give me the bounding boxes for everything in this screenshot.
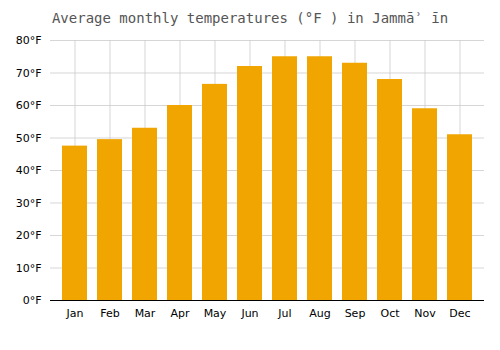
svg-text:70°F: 70°F — [16, 67, 42, 80]
svg-text:30°F: 30°F — [16, 197, 42, 210]
svg-text:50°F: 50°F — [16, 132, 42, 145]
svg-text:Sep: Sep — [345, 307, 366, 320]
svg-text:80°F: 80°F — [16, 34, 42, 47]
svg-text:Mar: Mar — [135, 307, 156, 320]
html-text:Average monthly temperatures (: Average monthly temperatures (°F ) in Ja… — [51, 10, 449, 26]
svg-text:Jul: Jul — [277, 307, 291, 320]
svg-text:Aug: Aug — [309, 307, 330, 320]
svg-text:60°F: 60°F — [16, 99, 42, 112]
svg-text:20°F: 20°F — [16, 229, 42, 242]
svg-text:Dec: Dec — [449, 307, 470, 320]
svg-text:10°F: 10°F — [16, 262, 42, 275]
svg-text:Jan: Jan — [66, 307, 84, 320]
svg-text:May: May — [204, 307, 227, 320]
svg-text:Oct: Oct — [380, 307, 400, 320]
svg-text:Feb: Feb — [100, 307, 119, 320]
svg-text:Apr: Apr — [170, 307, 190, 320]
svg-text:0°F: 0°F — [23, 294, 42, 307]
svg-text:Jun: Jun — [240, 307, 258, 320]
svg-text:Nov: Nov — [414, 307, 436, 320]
svg-text:40°F: 40°F — [16, 164, 42, 177]
